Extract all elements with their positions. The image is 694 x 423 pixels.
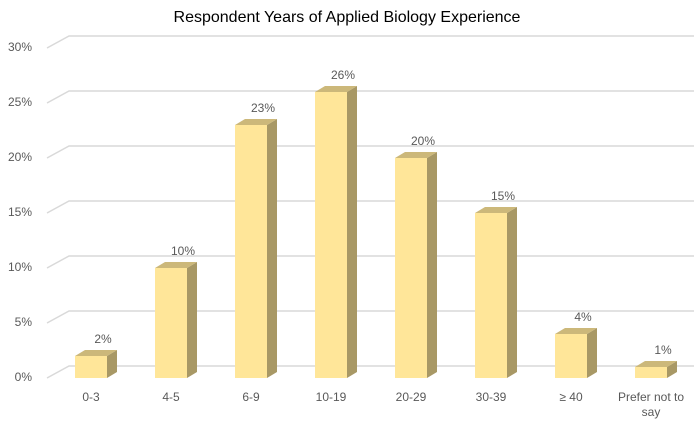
x-tick-label-box: Prefer not to say (617, 390, 685, 419)
data-label: 20% (411, 134, 435, 148)
x-tick-label-box: 10-19 (315, 390, 347, 404)
grid-line (46, 255, 694, 269)
data-label: 23% (251, 101, 275, 115)
x-tick-label-box: 6-9 (242, 390, 260, 404)
bar-top (395, 152, 437, 158)
chart-title: Respondent Years of Applied Biology Expe… (174, 9, 521, 26)
x-tick-label-box: ≥ 40 (559, 390, 583, 404)
x-tick-label-box: 30-39 (475, 390, 507, 404)
y-tick-label: 15% (8, 205, 32, 219)
y-tick-label: 25% (8, 95, 32, 109)
bar (475, 213, 507, 378)
bar-top (155, 262, 197, 268)
bar-side (587, 328, 597, 378)
grid-line (46, 90, 694, 104)
data-label: 26% (331, 68, 355, 82)
data-label: 4% (574, 310, 592, 324)
x-tick-label: Prefer not to say (617, 390, 685, 419)
y-tick-label: 5% (15, 315, 33, 329)
y-tick-label: 20% (8, 150, 32, 164)
bar-top (235, 119, 277, 125)
grid-line (46, 35, 694, 49)
x-tick-label: 4-5 (162, 390, 180, 404)
bar (235, 125, 267, 378)
bar-side (187, 262, 197, 378)
bar-side (107, 350, 117, 378)
bar-top (315, 86, 357, 92)
bar (75, 356, 107, 378)
bar-side (267, 119, 277, 378)
bar (155, 268, 187, 378)
bar (395, 158, 427, 378)
bar-top (635, 361, 677, 367)
x-tick-label: ≥ 40 (559, 390, 583, 404)
y-tick-label: 10% (8, 260, 32, 274)
x-tick-label-box: 0-3 (82, 390, 100, 404)
bar-top (475, 207, 517, 213)
data-label: 2% (94, 332, 112, 346)
bar-side (427, 152, 437, 378)
bar (555, 334, 587, 378)
bar (315, 92, 347, 378)
grid-line (46, 310, 694, 324)
data-label: 15% (491, 189, 515, 203)
bar-top (555, 328, 597, 334)
y-tick-label: 0% (15, 370, 33, 384)
grid-line (46, 200, 694, 214)
x-tick-label: 20-29 (395, 390, 427, 404)
data-label: 10% (171, 244, 195, 258)
x-tick-label-box: 4-5 (162, 390, 180, 404)
grid-line (46, 145, 694, 159)
bar-side (667, 361, 677, 378)
bar-side (507, 207, 517, 378)
bar (635, 367, 667, 378)
x-tick-label: 30-39 (475, 390, 507, 404)
y-tick-label: 30% (8, 40, 32, 54)
data-label: 1% (654, 343, 672, 357)
bar-top (75, 350, 117, 356)
bar-side (347, 86, 357, 378)
x-tick-label: 0-3 (82, 390, 100, 404)
x-tick-label: 10-19 (315, 390, 347, 404)
x-tick-label-box: 20-29 (395, 390, 427, 404)
x-tick-label: 6-9 (242, 390, 260, 404)
